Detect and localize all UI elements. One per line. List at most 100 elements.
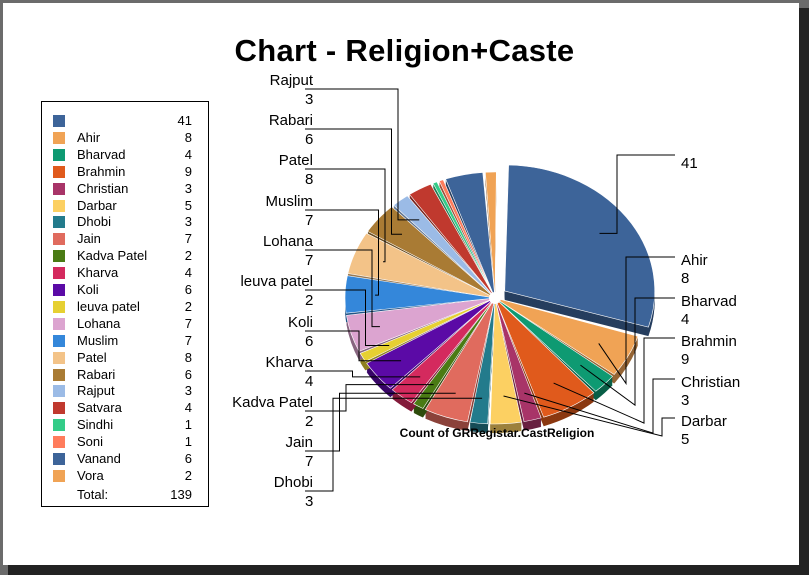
legend-value: 6 [184,282,192,297]
legend-label: Lohana [77,315,121,331]
slice-label-name: Kadva Patel [232,394,313,411]
legend-value: 4 [184,400,192,416]
pie-slice [469,297,496,425]
slice-label-value: 9 [681,351,689,368]
leader-line [553,337,675,424]
legend-value: 1 [184,434,192,450]
legend-swatch [53,199,65,212]
legend-label: Rajput [77,383,115,399]
legend-item: Christian 3 [42,180,208,197]
slice-label-name: Rajput [270,72,314,89]
legend-item: Lohana 7 [42,315,208,332]
pie-slice [504,164,655,328]
leader-line [503,395,675,437]
legend-label: Ahir [77,129,101,145]
frame-shadow-right [799,8,809,575]
slice-label-name: Muslim [266,193,314,210]
legend-label: Kadva Patel [77,248,148,264]
legend-swatch [53,436,65,449]
legend-item: Satvara 4 [42,399,208,416]
slice-label-value: 5 [681,431,689,448]
legend-label: Sindhi [77,417,114,433]
slice-label-name: Darbar [681,413,727,430]
slice-label-value: 4 [681,311,689,328]
legend-swatch [53,368,65,381]
pie-slice [438,179,496,299]
pie-slice [424,297,496,423]
legend-value: 6 [184,366,192,382]
leader-line [305,370,421,378]
legend-value: 2 [184,298,192,314]
slice-label-name: Koli [288,314,313,331]
legend-total: Total: 139 [42,486,208,503]
legend-label: Dhobi [77,214,111,230]
pie-slice [445,172,496,299]
leader-line [305,128,403,235]
legend-item: Kadva Patel 2 [42,247,208,264]
slice-label-name: Ahir [681,252,708,269]
slice-label-value: 7 [305,453,313,470]
legend-value: 5 [184,197,192,213]
legend-swatch [53,317,65,330]
legend-value: 7 [184,332,192,348]
legend-item: Soni 1 [42,433,208,450]
legend-item: Bharvad 4 [42,146,208,163]
leader-line [305,168,386,263]
legend-value: 2 [184,467,192,483]
legend-item: Muslim 7 [42,332,208,349]
legend-value: 3 [184,214,192,230]
legend-label: Darbar [77,197,117,213]
legend-label: Satvara [77,400,122,416]
slice-label-name: Christian [681,374,740,391]
leader-line [305,330,402,362]
legend-swatch [53,250,65,263]
slice-label-name: Rabari [269,112,313,129]
legend-label: Bharvad [77,146,126,162]
legend-item: Kharva 4 [42,264,208,281]
legend-item: Dhobi 3 [42,213,208,230]
legend-label: Kharva [77,265,119,281]
legend-value: 3 [184,383,192,399]
slice-label-name: Lohana [263,233,314,250]
legend-label: leuva patel [77,298,140,314]
legend-value: 2 [184,248,192,264]
legend-swatch [53,419,65,432]
chart-legend: 41 Ahir 8 Bharvad 4 Brahmin 9 Christian 3 Darbar 5… [41,101,209,507]
legend-value: 1 [184,417,192,433]
legend-swatch [53,115,65,127]
legend-item: Vanand 6 [42,450,208,467]
legend-total-label: Total: [77,486,109,502]
slice-label-name: leuva patel [240,273,313,290]
leader-line [305,397,483,492]
slice-label-value: 7 [305,212,313,229]
pie-center [489,292,501,304]
legend-item: Rabari 6 [42,366,208,383]
legend-swatch [53,148,65,161]
legend-item: Ahir 8 [42,129,208,146]
legend-label: Christian [77,180,129,196]
pie-slice [485,171,497,299]
slice-label-value: 2 [305,413,313,430]
chart-title: Chart - Religion+Caste [234,33,575,68]
legend-item: Patel 8 [42,349,208,366]
slice-label-value: 3 [305,91,313,108]
legend-item: Koli 6 [42,281,208,298]
legend-item: Sindhi 1 [42,416,208,433]
pie-slice [393,195,496,299]
legend-swatch [53,165,65,178]
legend-label: Vanand [77,451,121,466]
leader-line [305,249,380,328]
leader-line [580,297,675,407]
slice-label-value: 8 [681,270,689,287]
series-caption: Count of GRRegistar.CastReligion [400,426,595,440]
legend-value: 4 [184,146,192,162]
slice-label-name: Brahmin [681,333,737,350]
legend-value: 6 [184,451,192,466]
leader-line [305,209,379,296]
slice-label-value: 6 [305,333,313,350]
legend-value: 9 [184,163,192,179]
legend-item: Jain 7 [42,230,208,247]
legend-label: Soni [77,434,104,450]
legend-label: Vora [77,467,104,483]
legend-item: 41 [42,112,208,129]
